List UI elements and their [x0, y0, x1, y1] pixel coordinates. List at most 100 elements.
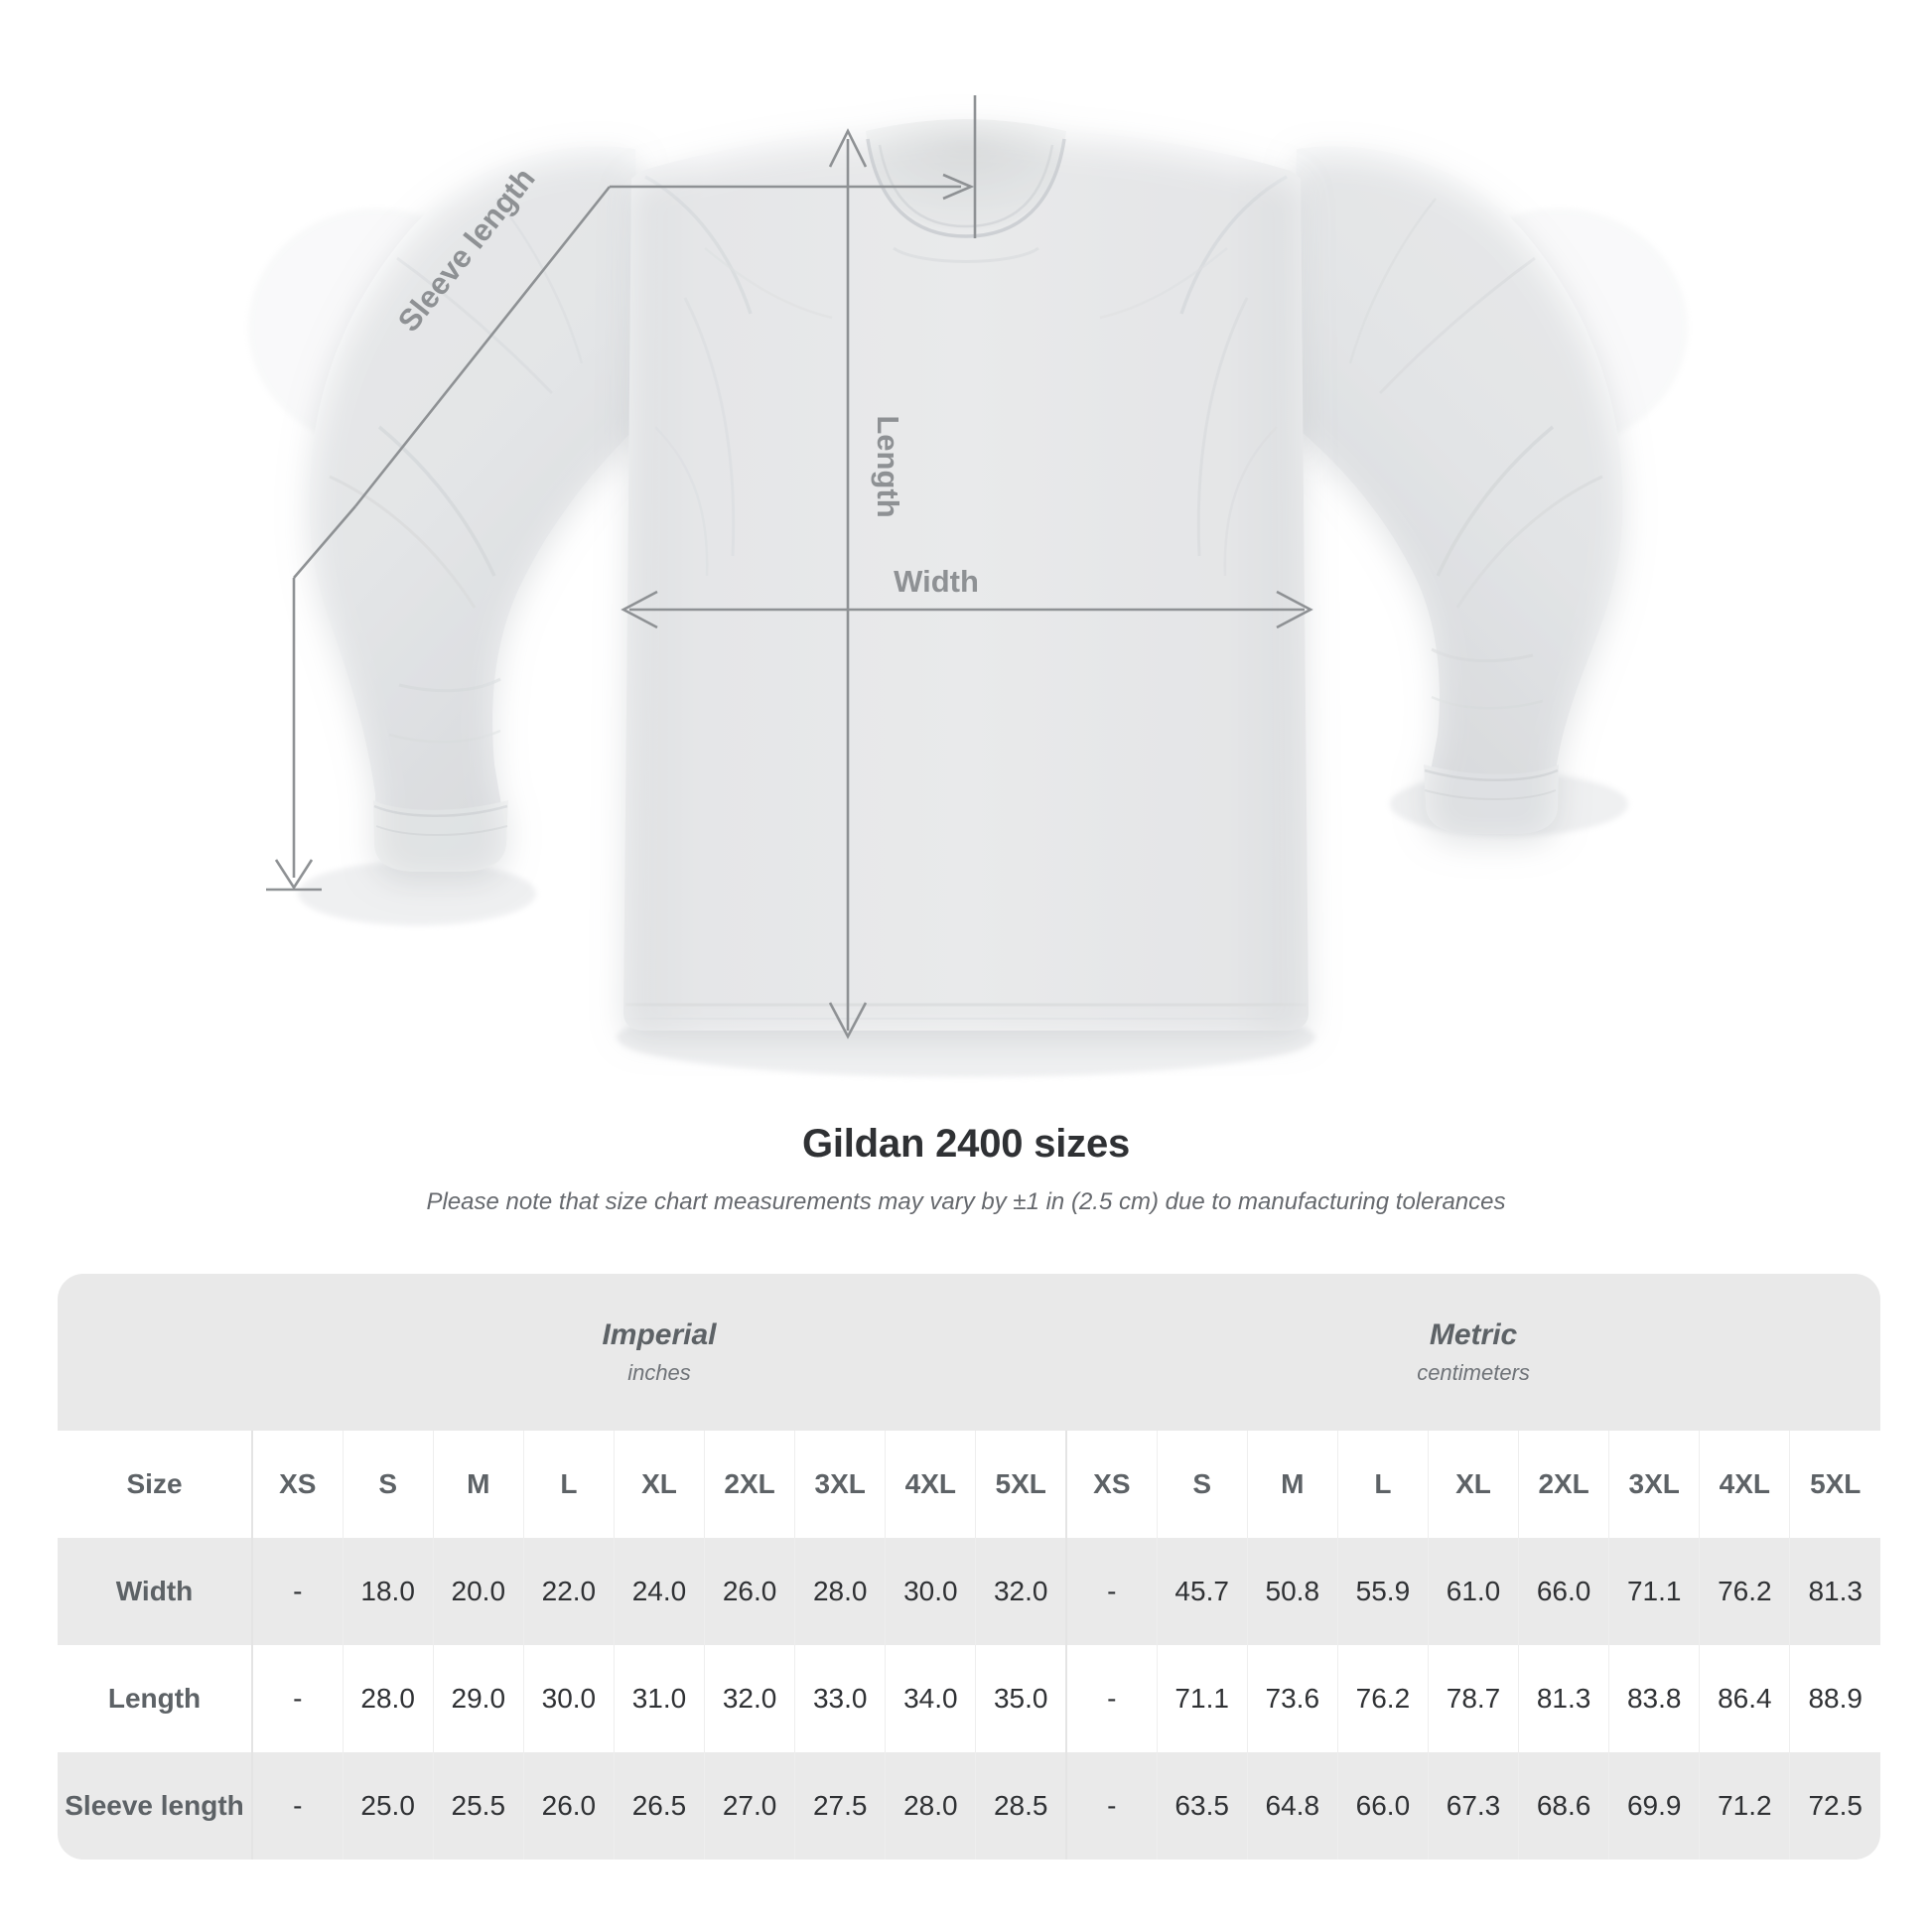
- cell-length-metric-l: 76.2: [1336, 1645, 1429, 1752]
- shirt-illustration-section: Sleeve length Length Width: [248, 95, 1688, 1077]
- cell-length-metric-2xl: 81.3: [1518, 1645, 1609, 1752]
- cell-sleeve-imperial-s: 25.0: [342, 1752, 434, 1860]
- size-header-metric-xl: XL: [1427, 1431, 1519, 1538]
- cell-length-imperial-5xl: 35.0: [975, 1645, 1067, 1752]
- cell-length-imperial-4xl: 34.0: [885, 1645, 976, 1752]
- length-label: Length: [871, 415, 905, 517]
- size-chart-table: Imperial inches Metric centimeters Size …: [58, 1274, 1881, 1860]
- length-guide: [828, 128, 868, 1039]
- cell-sleeve-metric-l: 66.0: [1336, 1752, 1429, 1860]
- cell-length-imperial-2xl: 32.0: [704, 1645, 795, 1752]
- size-header-metric-3xl: 3XL: [1608, 1431, 1700, 1538]
- cell-width-metric-3xl: 71.1: [1608, 1538, 1700, 1645]
- cell-sleeve-imperial-2xl: 27.0: [704, 1752, 795, 1860]
- cell-width-imperial-3xl: 28.0: [794, 1538, 886, 1645]
- cell-length-metric-s: 71.1: [1156, 1645, 1248, 1752]
- page-title: Gildan 2400 sizes: [801, 1122, 1131, 1166]
- cell-length-imperial-s: 28.0: [342, 1645, 434, 1752]
- size-header-row: Size XS S M L XL 2XL 3XL 4XL 5XL XS S M …: [58, 1431, 1881, 1538]
- cell-sleeve-metric-m: 64.8: [1246, 1752, 1338, 1860]
- cell-width-metric-xl: 61.0: [1427, 1538, 1519, 1645]
- cell-width-metric-l: 55.9: [1336, 1538, 1429, 1645]
- unit-header-row: Imperial inches Metric centimeters: [58, 1274, 1881, 1431]
- cell-width-imperial-4xl: 30.0: [885, 1538, 976, 1645]
- cell-length-imperial-xs: -: [250, 1645, 344, 1752]
- size-header-metric-s: S: [1156, 1431, 1248, 1538]
- size-header-imperial-4xl: 4XL: [885, 1431, 976, 1538]
- left-sleeve: [309, 146, 643, 872]
- cell-sleeve-imperial-m: 25.5: [432, 1752, 524, 1860]
- cell-sleeve-metric-xl: 67.3: [1427, 1752, 1519, 1860]
- size-header-imperial-s: S: [342, 1431, 434, 1538]
- cell-sleeve-imperial-xs: -: [250, 1752, 344, 1860]
- size-header-imperial-l: L: [522, 1431, 615, 1538]
- cell-width-metric-4xl: 76.2: [1699, 1538, 1790, 1645]
- size-header-imperial-xl: XL: [613, 1431, 705, 1538]
- unit-name-metric: Metric: [1429, 1317, 1518, 1351]
- size-header-metric-xs: XS: [1065, 1431, 1158, 1538]
- size-header-imperial-m: M: [432, 1431, 524, 1538]
- size-header-imperial-5xl: 5XL: [975, 1431, 1067, 1538]
- cell-width-metric-2xl: 66.0: [1518, 1538, 1609, 1645]
- cell-width-metric-s: 45.7: [1156, 1538, 1248, 1645]
- width-guide: [621, 590, 1313, 629]
- cell-sleeve-metric-3xl: 69.9: [1608, 1752, 1700, 1860]
- unit-header-metric: Metric centimeters: [1066, 1274, 1881, 1431]
- cell-length-metric-4xl: 86.4: [1699, 1645, 1790, 1752]
- shirt-body: [623, 119, 1309, 1031]
- cell-length-metric-xs: -: [1065, 1645, 1158, 1752]
- measurement-guides: [266, 95, 1313, 1039]
- cell-length-imperial-xl: 31.0: [613, 1645, 705, 1752]
- unit-sub-imperial: inches: [627, 1360, 691, 1386]
- sleeve-length-guide: [266, 95, 977, 892]
- cell-length-metric-xl: 78.7: [1427, 1645, 1519, 1752]
- cell-length-metric-3xl: 83.8: [1608, 1645, 1700, 1752]
- cell-width-metric-m: 50.8: [1246, 1538, 1338, 1645]
- table-row: Length - 28.0 29.0 30.0 31.0 32.0 33.0 3…: [58, 1645, 1881, 1752]
- cell-length-imperial-m: 29.0: [432, 1645, 524, 1752]
- cell-sleeve-imperial-3xl: 27.5: [794, 1752, 886, 1860]
- size-header-imperial-2xl: 2XL: [704, 1431, 795, 1538]
- cell-width-imperial-2xl: 26.0: [704, 1538, 795, 1645]
- size-header-label: Size: [58, 1431, 252, 1538]
- width-label: Width: [894, 564, 979, 599]
- unit-sub-metric: centimeters: [1417, 1360, 1530, 1386]
- unit-name-imperial: Imperial: [602, 1317, 717, 1351]
- size-header-metric-2xl: 2XL: [1518, 1431, 1609, 1538]
- size-header-metric-m: M: [1246, 1431, 1338, 1538]
- cell-sleeve-imperial-4xl: 28.0: [885, 1752, 976, 1860]
- shirt-diagram: Sleeve length Length Width: [248, 95, 1688, 1077]
- right-sleeve: [1289, 146, 1623, 834]
- cell-width-imperial-xs: -: [250, 1538, 344, 1645]
- cell-width-imperial-s: 18.0: [342, 1538, 434, 1645]
- unit-header-imperial: Imperial inches: [252, 1274, 1067, 1431]
- cell-sleeve-metric-s: 63.5: [1156, 1752, 1248, 1860]
- cell-width-imperial-l: 22.0: [522, 1538, 615, 1645]
- size-chart-table-wrapper: Imperial inches Metric centimeters Size …: [58, 1274, 1881, 1860]
- cell-width-imperial-m: 20.0: [432, 1538, 524, 1645]
- title-block: Gildan 2400 sizes Please note that size …: [0, 1122, 1932, 1216]
- cell-length-metric-m: 73.6: [1246, 1645, 1338, 1752]
- cell-width-imperial-xl: 24.0: [613, 1538, 705, 1645]
- size-header-metric-5xl: 5XL: [1789, 1431, 1881, 1538]
- cell-sleeve-imperial-xl: 26.5: [613, 1752, 705, 1860]
- cell-sleeve-imperial-l: 26.0: [522, 1752, 615, 1860]
- cell-length-imperial-l: 30.0: [522, 1645, 615, 1752]
- cell-length-imperial-3xl: 33.0: [794, 1645, 886, 1752]
- cell-width-metric-xs: -: [1065, 1538, 1158, 1645]
- cell-sleeve-metric-2xl: 68.6: [1518, 1752, 1609, 1860]
- size-header-imperial-3xl: 3XL: [794, 1431, 886, 1538]
- cell-sleeve-metric-4xl: 71.2: [1699, 1752, 1790, 1860]
- tolerance-note: Please note that size chart measurements…: [426, 1188, 1506, 1215]
- size-header-imperial-xs: XS: [250, 1431, 344, 1538]
- row-label-length: Length: [58, 1645, 252, 1752]
- cell-width-imperial-5xl: 32.0: [975, 1538, 1067, 1645]
- cell-sleeve-metric-5xl: 72.5: [1789, 1752, 1881, 1860]
- row-label-sleeve-length: Sleeve length: [58, 1752, 252, 1860]
- row-label-width: Width: [58, 1538, 252, 1645]
- size-header-metric-4xl: 4XL: [1699, 1431, 1790, 1538]
- unit-header-corner: [58, 1274, 252, 1431]
- size-header-metric-l: L: [1336, 1431, 1429, 1538]
- cell-length-metric-5xl: 88.9: [1789, 1645, 1881, 1752]
- cell-sleeve-metric-xs: -: [1065, 1752, 1158, 1860]
